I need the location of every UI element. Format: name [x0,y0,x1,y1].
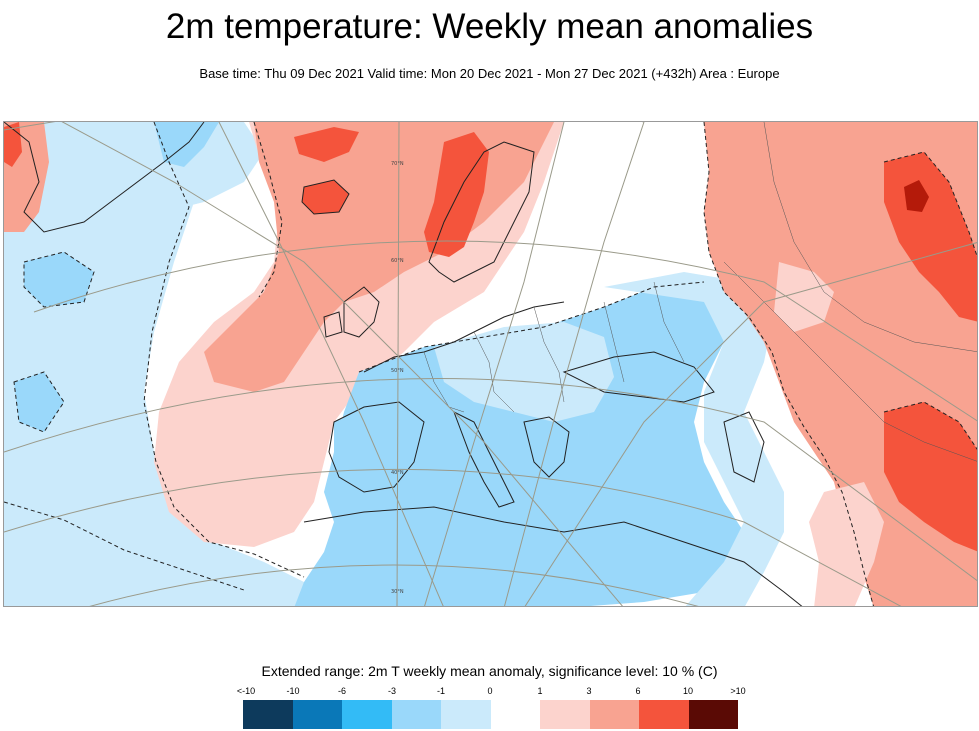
legend-labels: <-10 -10 -6 -3 -1 0 1 3 6 10 >10 [0,686,979,698]
latitude-label-60: 60°N [391,258,404,264]
legend-swatch [292,700,342,729]
legend-label: >10 [730,686,746,696]
anomaly-area-iceland-warm [302,180,349,214]
anomaly-area-europe-cold-outer [604,272,784,606]
latitude-label-30: 30°N [391,589,404,595]
anomaly-area-russia-strong-south [884,402,977,552]
legend-label: 0 [487,686,493,696]
anomaly-area-atlantic-west [4,122,332,606]
legend-swatch [243,700,293,729]
legend-label: <-10 [236,686,256,696]
legend-label: -6 [337,686,347,696]
significance-contours [4,122,977,606]
anomaly-area-atlantic-patch [24,252,94,307]
legend-swatch [490,700,540,729]
legend-label: 3 [586,686,592,696]
legend-label: 6 [635,686,641,696]
legend-swatch [639,700,689,729]
anomaly-area-russia-warm-light [774,262,834,332]
legend-color-bar [243,700,738,729]
anomaly-area-russia-core [904,180,929,212]
anomaly-area-atlantic-south [4,502,271,606]
legend-swatch [342,700,392,729]
anomaly-area-greenland [94,122,264,212]
legend-label: -3 [387,686,397,696]
legend-label: -1 [436,686,446,696]
legend-swatch [688,700,738,729]
anomaly-area-balkans-cold [434,322,614,422]
anomaly-map: 70°N 60°N 50°N 40°N 30°N [3,121,978,607]
coastlines [4,122,803,606]
graticule [4,122,977,606]
legend-swatch [540,700,590,729]
legend-title: Extended range: 2m T weekly mean anomaly… [261,663,718,679]
anomaly-area-norway-warm [424,132,489,257]
legend-label: 1 [537,686,543,696]
latitude-label-70: 70°N [391,161,404,167]
anomaly-area-caspian-warm [809,482,884,606]
legend-swatch [391,700,441,729]
latitude-label-40: 40°N [391,470,404,476]
legend-swatch [589,700,639,729]
anomaly-area-atlantic-patch-2 [14,372,64,432]
latitude-label-50: 50°N [391,368,404,374]
legend-label: -10 [286,686,300,696]
anomaly-area-svalbard-warm [294,127,359,162]
legend-swatch [441,700,491,729]
map-subtitle: Base time: Thu 09 Dec 2021 Valid time: M… [199,66,780,81]
map-title: 2m temperature: Weekly mean anomalies [165,7,814,46]
legend-label: 10 [682,686,694,696]
